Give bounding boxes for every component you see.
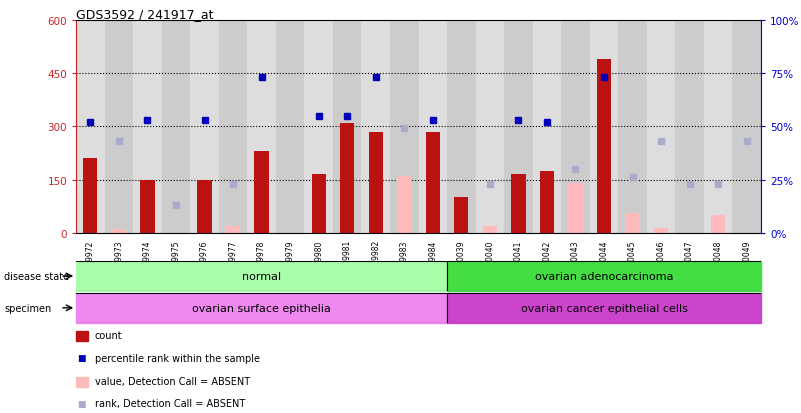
Bar bbox=[418, 21, 447, 233]
Bar bbox=[540, 171, 554, 233]
Bar bbox=[197, 180, 211, 233]
Bar bbox=[255, 152, 268, 233]
Text: GDS3592 / 241917_at: GDS3592 / 241917_at bbox=[76, 8, 214, 21]
Text: specimen: specimen bbox=[4, 303, 51, 313]
Bar bbox=[425, 132, 440, 233]
Bar bbox=[83, 159, 98, 233]
Bar bbox=[162, 21, 190, 233]
Bar bbox=[312, 175, 326, 233]
Text: ovarian surface epithelia: ovarian surface epithelia bbox=[192, 303, 331, 313]
Text: value, Detection Call = ABSENT: value, Detection Call = ABSENT bbox=[95, 376, 250, 386]
Text: disease state: disease state bbox=[4, 271, 69, 281]
Bar bbox=[397, 177, 412, 233]
Bar bbox=[618, 21, 646, 233]
Bar bbox=[454, 198, 469, 233]
Text: ovarian cancer epithelial cells: ovarian cancer epithelial cells bbox=[521, 303, 687, 313]
Bar bbox=[562, 21, 590, 233]
Bar bbox=[133, 21, 162, 233]
Bar bbox=[248, 21, 276, 233]
Text: rank, Detection Call = ABSENT: rank, Detection Call = ABSENT bbox=[95, 399, 245, 408]
Bar bbox=[504, 21, 533, 233]
Text: count: count bbox=[95, 330, 122, 340]
Bar bbox=[105, 21, 133, 233]
Bar bbox=[476, 21, 504, 233]
Bar bbox=[597, 59, 611, 233]
Bar bbox=[361, 21, 390, 233]
Bar bbox=[447, 293, 761, 323]
Bar bbox=[483, 226, 497, 233]
Text: ■: ■ bbox=[78, 399, 86, 408]
Bar bbox=[626, 214, 640, 233]
Bar bbox=[646, 21, 675, 233]
Bar bbox=[511, 175, 525, 233]
Bar bbox=[569, 184, 582, 233]
Bar bbox=[533, 21, 562, 233]
Bar bbox=[76, 293, 447, 323]
Bar bbox=[276, 21, 304, 233]
Bar bbox=[368, 132, 383, 233]
Bar bbox=[140, 180, 155, 233]
Bar bbox=[333, 21, 361, 233]
Text: percentile rank within the sample: percentile rank within the sample bbox=[95, 353, 260, 363]
Bar bbox=[590, 21, 618, 233]
Bar bbox=[732, 21, 761, 233]
Bar bbox=[390, 21, 418, 233]
Text: ovarian adenocarcinoma: ovarian adenocarcinoma bbox=[535, 271, 674, 281]
Text: normal: normal bbox=[242, 271, 281, 281]
Bar bbox=[654, 228, 668, 233]
Bar bbox=[112, 230, 126, 233]
Bar bbox=[219, 21, 248, 233]
Bar bbox=[711, 216, 725, 233]
Bar bbox=[675, 21, 704, 233]
Bar bbox=[191, 21, 219, 233]
Bar bbox=[76, 261, 447, 291]
Bar bbox=[340, 123, 354, 233]
Bar bbox=[226, 226, 240, 233]
Bar bbox=[704, 21, 732, 233]
Bar bbox=[447, 21, 476, 233]
Bar bbox=[76, 21, 105, 233]
Bar bbox=[304, 21, 333, 233]
Text: ■: ■ bbox=[78, 354, 86, 363]
Bar bbox=[447, 261, 761, 291]
